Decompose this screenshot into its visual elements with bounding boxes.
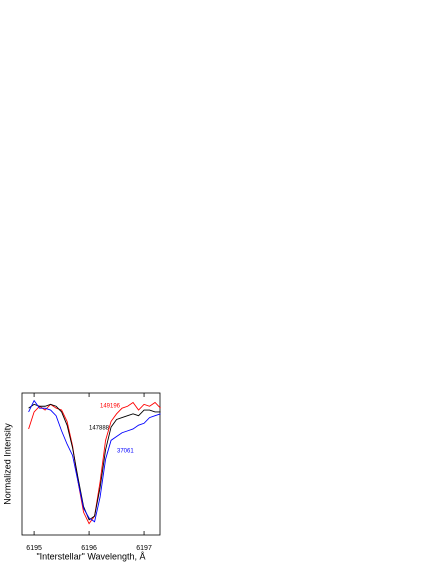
x-tick-label: 6196 bbox=[81, 545, 97, 552]
x-axis-label: "Interstellar" Wavelength, Å bbox=[36, 551, 145, 561]
series-label: 147888 bbox=[89, 426, 110, 432]
y-axis-label: Normalized Intensity bbox=[2, 423, 12, 505]
series-label: 37061 bbox=[117, 449, 134, 455]
data-line bbox=[28, 399, 161, 523]
x-tick-label: 6195 bbox=[26, 545, 42, 552]
x-tick-label: 6197 bbox=[136, 545, 152, 552]
series-label: 149196 bbox=[100, 404, 121, 410]
data-line bbox=[28, 401, 161, 525]
plot-frame bbox=[21, 392, 161, 536]
data-line bbox=[28, 403, 161, 521]
